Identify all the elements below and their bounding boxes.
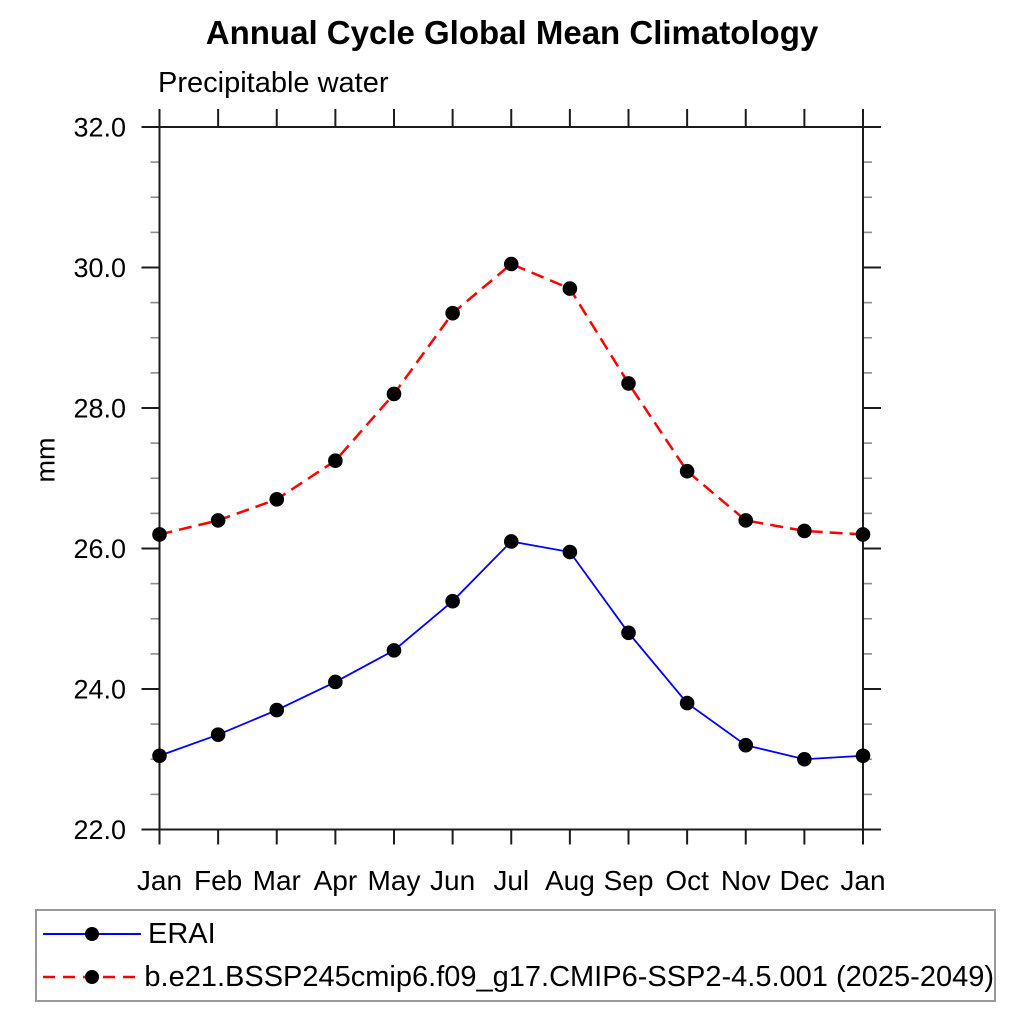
data-point xyxy=(328,674,343,690)
data-point xyxy=(738,513,754,528)
y-tick-label: 28.0 xyxy=(73,394,126,424)
data-point xyxy=(503,534,519,549)
legend-label-erai: ERAI xyxy=(148,917,216,950)
chart-subtitle: Precipitable water xyxy=(158,67,389,99)
plot-svg: 22.0 24.0 26.0 28.0 30.0 32.0 Jan Feb Mar Apr May J… xyxy=(73,109,886,896)
data-point xyxy=(679,463,695,479)
x-tick-label: Oct xyxy=(665,865,709,896)
x-tick-label: Jun xyxy=(430,865,475,896)
x-tick-label: May xyxy=(368,865,421,896)
y-tick-label: 24.0 xyxy=(73,675,126,705)
data-point xyxy=(152,527,167,542)
data-point xyxy=(855,748,871,764)
legend-line-sample-dashed xyxy=(43,970,141,984)
legend-line-sample-solid xyxy=(43,927,141,941)
legend-marker-dot xyxy=(85,927,99,941)
x-tick-label: Aug xyxy=(545,865,595,896)
data-point xyxy=(503,256,519,272)
legend-marker-dot xyxy=(85,970,99,984)
x-tick-label: Jan xyxy=(137,865,182,896)
x-tick-label: Feb xyxy=(194,865,242,896)
x-tick-label: Mar xyxy=(253,865,301,896)
data-point xyxy=(269,702,285,718)
x-tick-label: Nov xyxy=(721,865,771,896)
data-point xyxy=(210,513,226,528)
data-point xyxy=(621,625,636,641)
data-point xyxy=(738,737,754,753)
y-tick-label: 30.0 xyxy=(73,253,126,283)
data-point xyxy=(210,727,226,742)
data-point xyxy=(386,643,402,658)
y-tick-label: 22.0 xyxy=(73,815,126,845)
legend-label-cmip6: b.e21.BSSP245cmip6.f09_g17.CMIP6-SSP2-4.… xyxy=(144,960,994,993)
data-point xyxy=(562,281,578,296)
data-point xyxy=(328,453,343,468)
x-tick-label: Jul xyxy=(493,865,529,896)
data-point xyxy=(562,544,578,560)
legend-item-erai: ERAI xyxy=(40,913,994,956)
data-point xyxy=(621,376,636,391)
data-point xyxy=(797,751,812,767)
data-point xyxy=(445,305,460,321)
series-cmip6 xyxy=(152,256,871,542)
data-point xyxy=(152,748,167,764)
data-point xyxy=(269,492,285,507)
data-point xyxy=(855,527,871,542)
legend: ERAI b.e21.BSSP245cmip6.f09_g17.CMIP6-SS… xyxy=(35,909,996,1002)
y-tick-label: 26.0 xyxy=(73,534,126,564)
y-tick-label: 32.0 xyxy=(73,113,126,143)
series-erai xyxy=(152,534,871,767)
x-tick-label: Apr xyxy=(314,865,358,896)
data-point xyxy=(386,386,402,402)
x-tick-label: Sep xyxy=(604,865,654,896)
chart-title: Annual Cycle Global Mean Climatology xyxy=(205,14,819,51)
legend-item-cmip6: b.e21.BSSP245cmip6.f09_g17.CMIP6-SSP2-4.… xyxy=(40,956,994,999)
axes: 22.0 24.0 26.0 28.0 30.0 32.0 Jan Feb Mar Apr May J… xyxy=(73,109,886,896)
data-point xyxy=(679,695,695,711)
x-tick-label: Dec xyxy=(779,865,829,896)
x-tick-label: Jan xyxy=(840,865,885,896)
data-point xyxy=(797,523,812,539)
data-point xyxy=(445,593,460,609)
